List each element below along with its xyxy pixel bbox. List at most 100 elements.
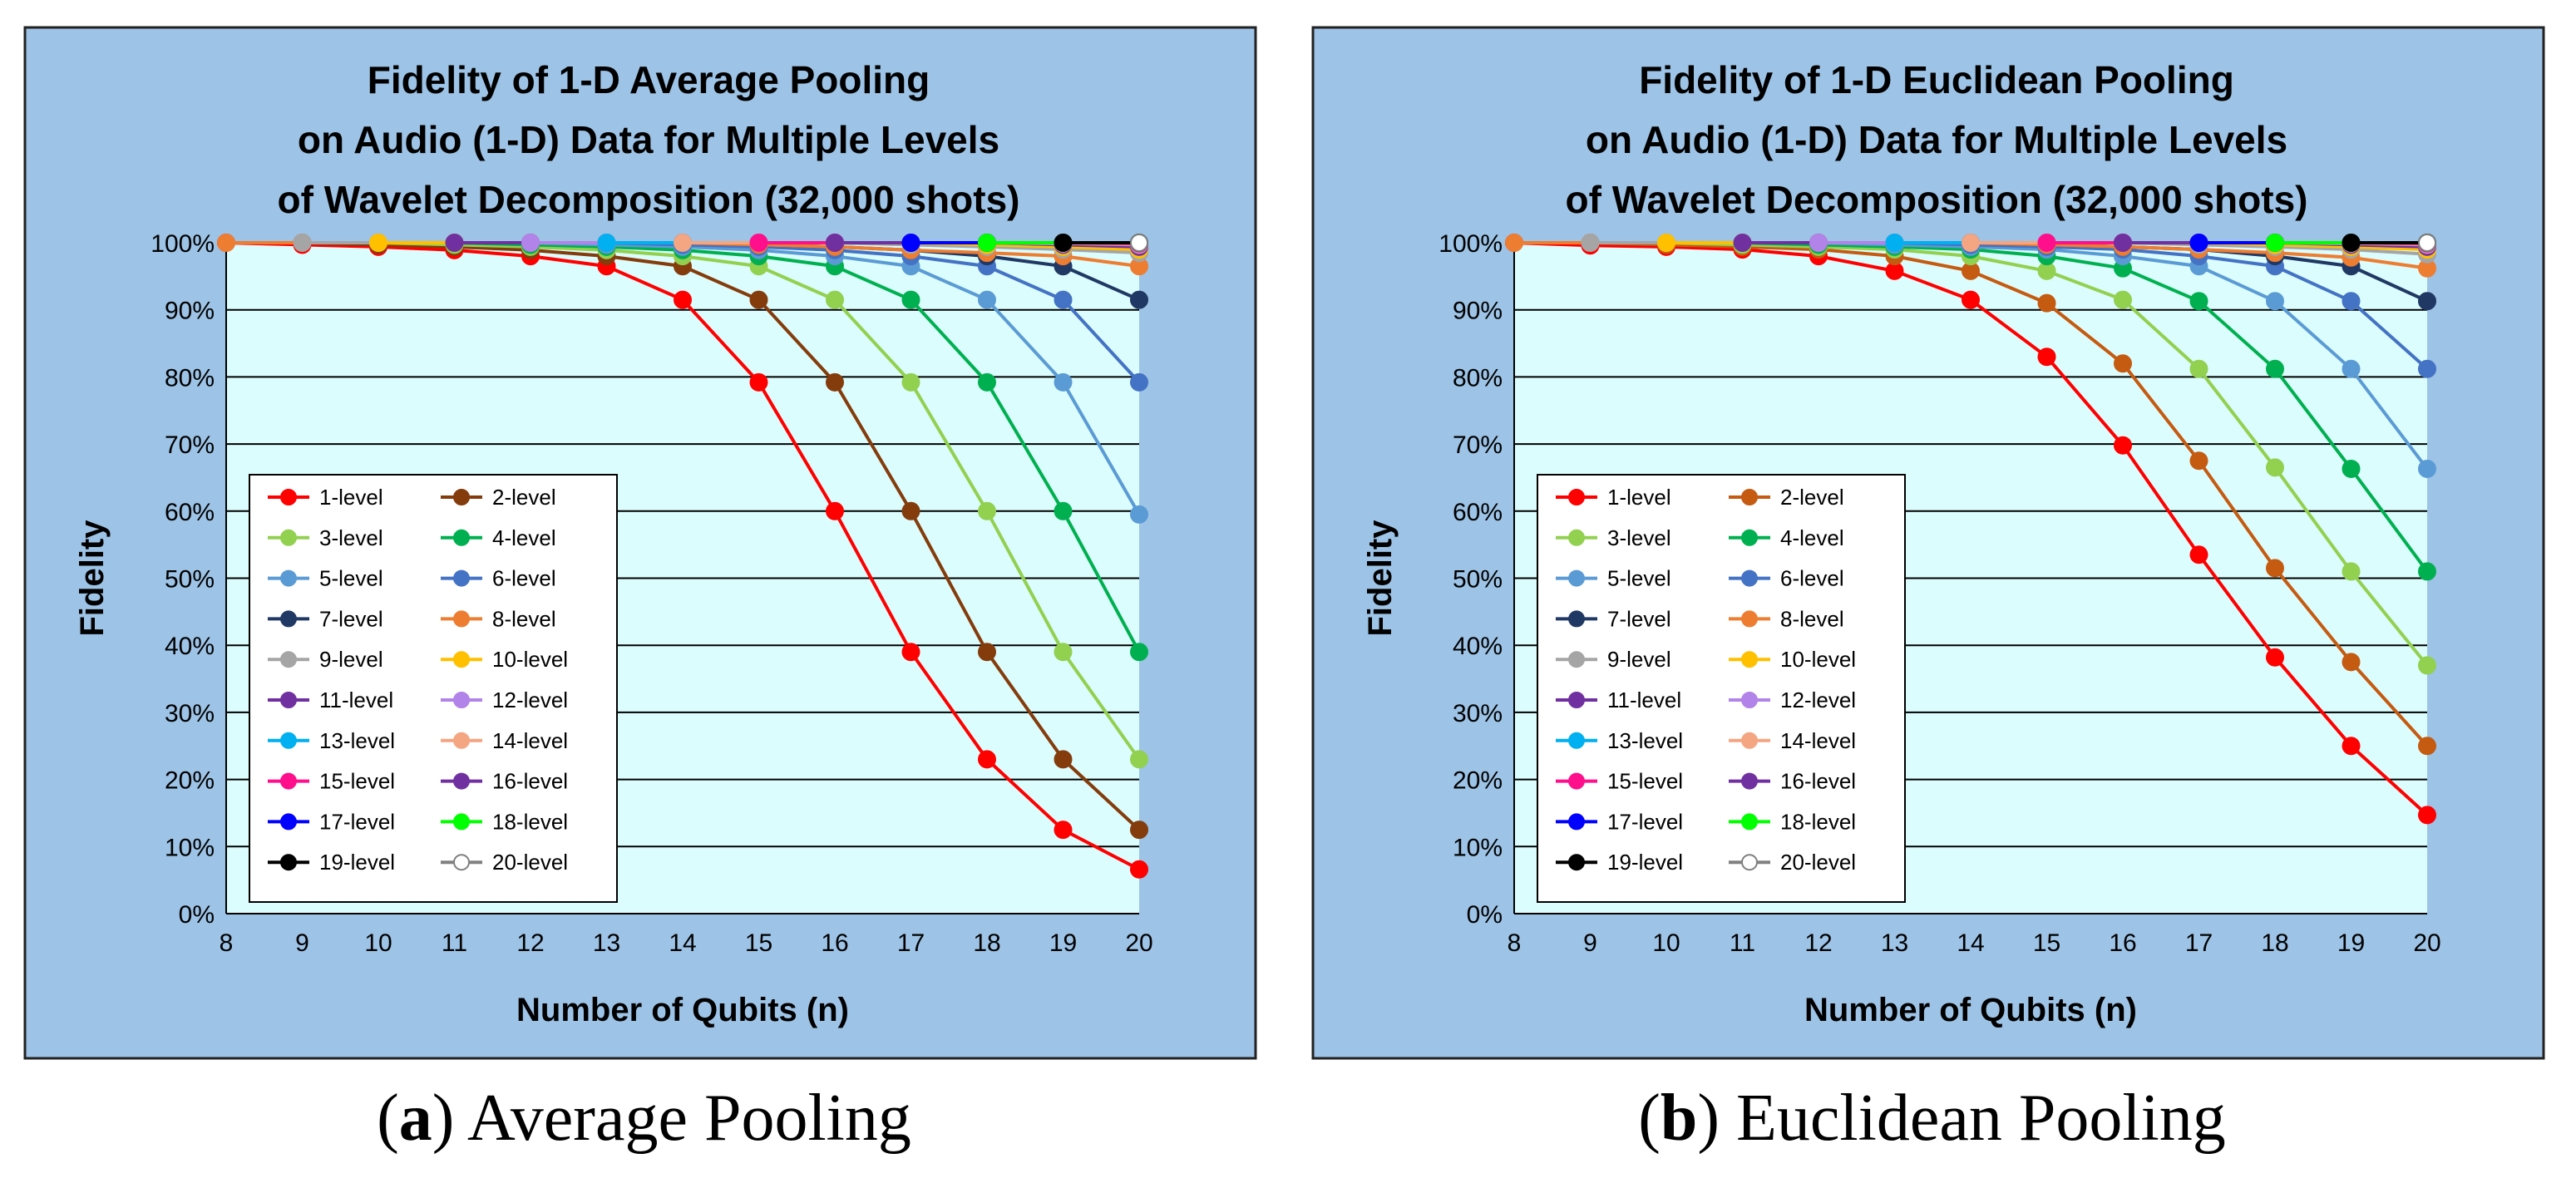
x-tick-label: 8 [220,929,234,957]
data-point [749,234,768,252]
legend-item: 5-level [268,566,383,591]
x-axis-label: Number of Qubits (n) [1804,992,2137,1028]
data-point [2266,234,2284,252]
legend-swatch-marker [1741,651,1758,668]
legend-swatch-marker [453,732,470,749]
legend-label: 16-level [1780,769,1856,794]
x-tick-label: 15 [745,929,772,957]
chart-title-line: of Wavelet Decomposition (32,000 shots) [1566,178,2308,221]
legend-swatch-marker [280,569,297,587]
legend-label: 19-level [319,850,395,875]
legend-label: 5-level [1607,566,1671,591]
x-axis-label: Number of Qubits (n) [516,992,849,1028]
y-axis-label: Fidelity [1362,520,1399,637]
data-point [445,234,464,252]
legend-swatch-marker [1741,529,1758,546]
x-tick-label: 9 [1583,929,1597,957]
legend-swatch-marker [1741,732,1758,749]
legend-item: 20-level [441,850,568,875]
legend-swatch-marker [280,489,297,505]
series-line [606,241,1141,384]
legend-item: 17-level [268,809,395,834]
data-point [2114,290,2132,309]
x-tick-label: 14 [1957,929,1984,957]
legend-item: 7-level [268,606,383,631]
legend-box [249,474,618,903]
data-point [2189,359,2208,378]
legend-swatch-marker [1568,854,1585,871]
x-tick-label: 18 [973,929,1000,957]
series-line [302,241,1141,831]
data-point [1054,501,1073,520]
legend-label: 11-level [319,688,393,712]
x-tick-label: 19 [1049,929,1077,957]
x-tick-label: 15 [2033,929,2060,957]
data-point [2418,292,2436,311]
data-point [749,372,768,392]
x-tick-label: 20 [2413,929,2440,957]
legend-label: 5-level [319,566,383,591]
chart-average-pooling: Fidelity of 1-D Average Pooling on Audio … [23,26,1257,1060]
legend-item: 12-level [1729,688,1856,712]
series-20-level [1130,234,1148,252]
data-point [2037,348,2056,367]
legend-item: 8-level [441,606,556,631]
y-axis-label: Fidelity [74,520,111,637]
y-tick-label: 100% [151,230,215,258]
legend-label: 6-level [492,566,556,591]
data-point [826,372,844,392]
legend-swatch-marker [1568,692,1585,708]
data-point [2266,292,2284,311]
legend-swatch-marker [453,692,470,708]
legend-swatch-marker [453,854,470,871]
legend-label: 10-level [1780,647,1856,672]
legend-label: 14-level [492,728,568,753]
legend-item: 4-level [1729,525,1844,550]
x-tick-label: 16 [2109,929,2136,957]
y-tick-label: 90% [165,298,215,325]
legend-item: 17-level [1556,809,1683,834]
data-point [2342,653,2361,672]
series-line [1742,241,2429,573]
legend-swatch-marker [1741,610,1758,628]
legend-label: 17-level [319,809,395,834]
legend-item: 7-level [1556,606,1671,631]
legend-label: 11-level [1607,688,1681,712]
legend-label: 17-level [1607,809,1683,834]
data-point [2114,234,2132,252]
y-tick-label: 30% [165,700,215,727]
data-point [1130,505,1148,524]
data-point [2189,234,2208,252]
x-tick-label: 12 [516,929,544,957]
x-tick-label: 8 [1508,929,1522,957]
data-point [2342,737,2361,756]
legend-swatch-marker [1568,610,1585,628]
legend-swatch-marker [1741,692,1758,708]
x-tick-label: 14 [669,929,696,957]
data-point [1657,234,1675,252]
x-tick-label: 18 [2261,929,2288,957]
legend-item: 3-level [1556,525,1671,550]
legend-swatch-marker [1568,529,1585,546]
legend-swatch-marker [1741,772,1758,790]
y-tick-label: 80% [165,364,215,392]
data-point [369,234,387,252]
data-point [978,290,996,309]
legend-label: 9-level [1607,647,1671,672]
legend-swatch-marker [453,569,470,587]
legend-box [1537,474,1906,903]
x-tick-label: 13 [1881,929,1908,957]
legend-swatch-marker [280,651,297,668]
legend-swatch-marker [1741,569,1758,587]
series-line [1590,241,2429,747]
data-point [2342,292,2361,311]
legend-swatch-marker [453,813,470,831]
legend-item: 13-level [268,728,395,753]
x-tick-label: 12 [1804,929,1832,957]
data-point [901,234,920,252]
legend-label: 14-level [1780,728,1856,753]
legend-swatch-marker [280,772,297,790]
data-point [2418,806,2436,825]
data-point [1054,750,1073,769]
legend-item: 19-level [1556,850,1683,875]
